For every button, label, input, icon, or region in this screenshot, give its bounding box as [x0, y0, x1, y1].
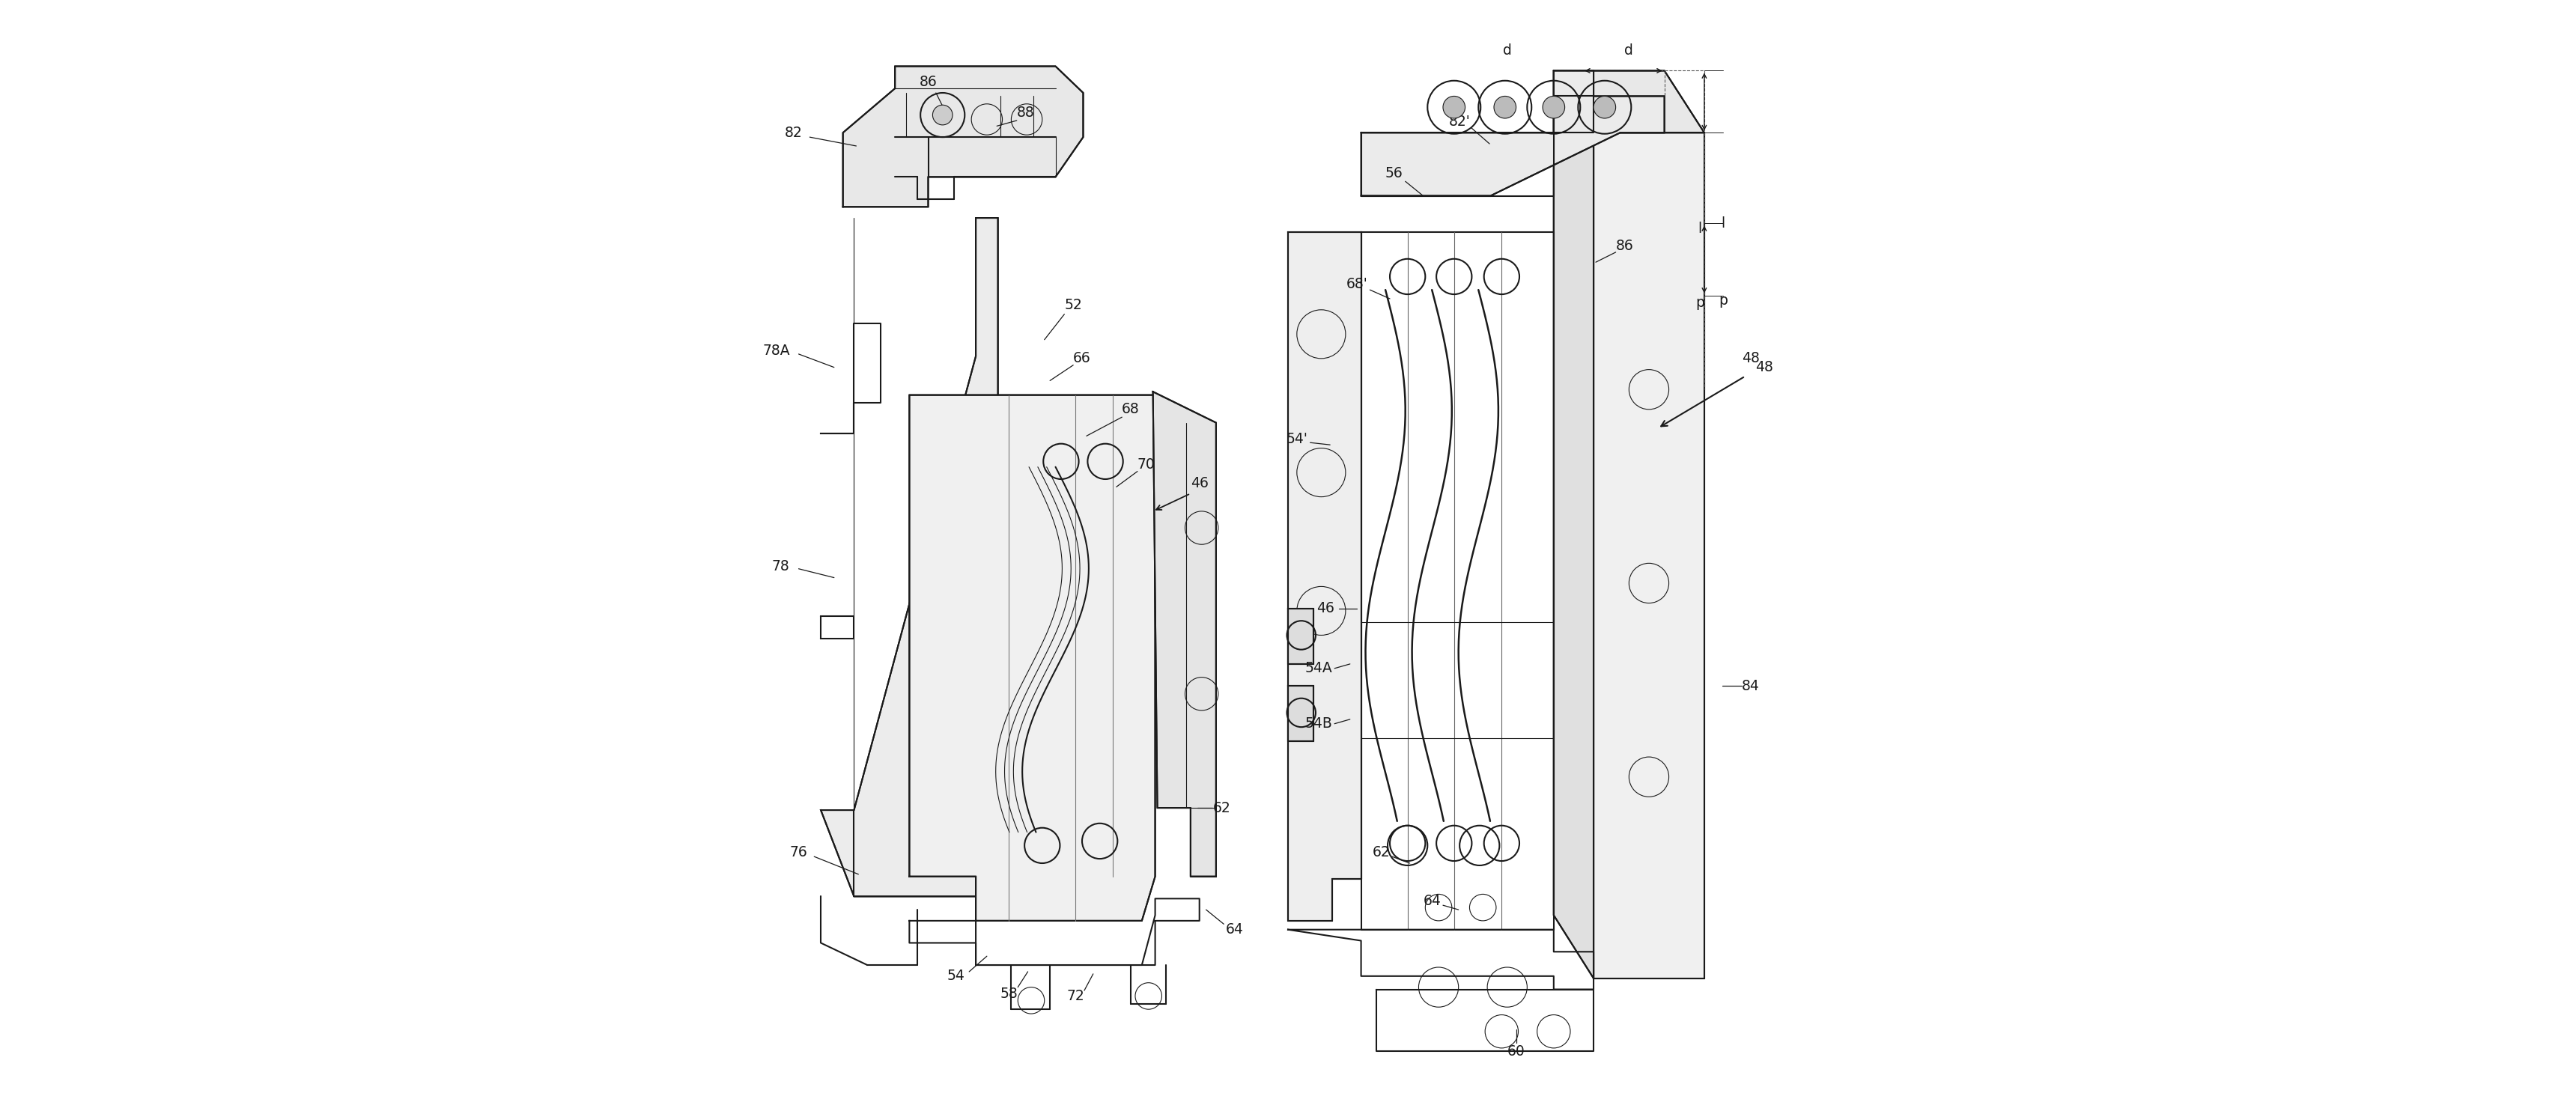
Polygon shape [842, 67, 1082, 207]
Polygon shape [909, 396, 1154, 921]
Text: 82': 82' [1448, 114, 1471, 129]
Text: p: p [1718, 293, 1728, 308]
Text: 82: 82 [783, 126, 801, 140]
Text: d: d [1502, 43, 1512, 58]
Text: 64: 64 [1422, 893, 1440, 908]
Text: p: p [1695, 296, 1705, 310]
Text: 48: 48 [1754, 360, 1772, 374]
Circle shape [933, 106, 953, 124]
Circle shape [1543, 97, 1564, 118]
Text: 46: 46 [1316, 601, 1334, 615]
Text: 56: 56 [1386, 167, 1404, 181]
Text: 58: 58 [999, 987, 1018, 1001]
Text: 66: 66 [1074, 351, 1092, 366]
Text: 54: 54 [948, 969, 966, 983]
Polygon shape [1553, 71, 1595, 979]
Text: 62: 62 [1373, 845, 1391, 859]
Text: 62: 62 [1213, 801, 1231, 815]
Text: 52: 52 [1064, 298, 1082, 312]
Text: 48: 48 [1741, 351, 1759, 366]
Polygon shape [1288, 609, 1314, 664]
Text: 78A: 78A [762, 343, 791, 358]
Text: d: d [1625, 43, 1633, 58]
Text: l: l [1698, 222, 1703, 237]
Text: l: l [1721, 217, 1726, 231]
Circle shape [1443, 97, 1466, 118]
Polygon shape [1288, 687, 1314, 741]
Text: 64: 64 [1226, 922, 1244, 937]
Text: 68: 68 [1123, 402, 1139, 417]
Text: 76: 76 [791, 845, 806, 859]
Text: 86: 86 [1615, 239, 1633, 252]
Circle shape [1595, 97, 1615, 118]
Text: 70: 70 [1139, 458, 1154, 472]
Text: 54': 54' [1285, 432, 1309, 447]
Polygon shape [1154, 392, 1216, 877]
Text: 78: 78 [773, 560, 791, 573]
Polygon shape [1553, 71, 1705, 132]
Text: 46: 46 [1190, 477, 1208, 491]
Text: 54A: 54A [1306, 661, 1332, 675]
Text: 72: 72 [1066, 989, 1084, 1003]
Text: 60: 60 [1507, 1044, 1525, 1059]
Polygon shape [822, 218, 997, 897]
Polygon shape [1595, 132, 1705, 979]
Text: 84: 84 [1741, 679, 1759, 693]
Text: 88: 88 [1018, 106, 1036, 120]
Text: 54B: 54B [1306, 717, 1332, 731]
Text: 86: 86 [920, 74, 938, 89]
Polygon shape [1360, 71, 1664, 196]
Circle shape [1494, 97, 1517, 118]
Text: 68': 68' [1345, 278, 1368, 291]
Polygon shape [1288, 232, 1360, 921]
